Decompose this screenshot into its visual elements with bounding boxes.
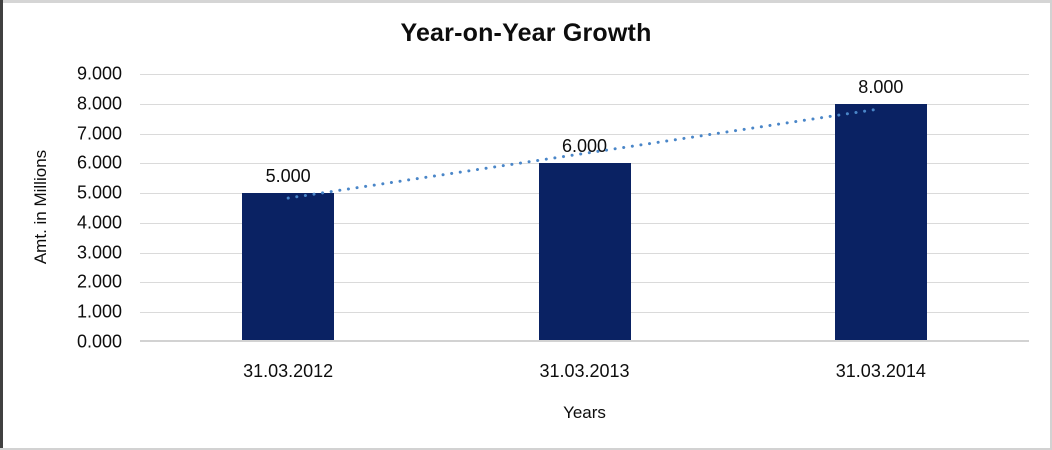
gridline (140, 103, 1029, 105)
x-axis-line (140, 340, 1029, 342)
y-tick-label: 5.000 (76, 182, 122, 203)
y-tick-label: 3.000 (76, 242, 122, 263)
frame-border-right (1050, 0, 1052, 450)
y-tick-label: 2.000 (76, 271, 122, 292)
trendline-path (286, 107, 883, 200)
x-tick-label: 31.03.2012 (243, 361, 334, 381)
gridline (140, 74, 1029, 75)
bar-value-label: 5.000 (265, 166, 311, 187)
frame-border-top (0, 0, 1052, 3)
y-tick-label: 1.000 (76, 301, 122, 322)
y-tick-label: 8.000 (76, 93, 122, 114)
y-tick-label: 4.000 (76, 212, 122, 233)
y-tick-label: 9.000 (76, 63, 122, 84)
frame-border-left (0, 0, 3, 450)
y-tick-label: 0.000 (76, 331, 122, 352)
chart-title: Year-on-Year Growth (400, 19, 652, 47)
x-axis-title: Years (563, 403, 606, 422)
bar-value-label: 8.000 (858, 76, 904, 97)
plot-area: 5.000 6.000 8.000 (140, 74, 1029, 342)
y-tick-label: 7.000 (76, 123, 122, 144)
bar (242, 193, 335, 340)
y-axis-title: Amt. in Millions (31, 149, 50, 265)
trendline (286, 107, 883, 200)
frame-border-bottom (0, 448, 1052, 450)
bar (538, 163, 631, 340)
x-tick-label: 31.03.2014 (835, 361, 926, 381)
x-tick-label: 31.03.2013 (539, 361, 630, 381)
bar (834, 103, 927, 340)
y-tick-label: 6.000 (76, 152, 122, 173)
gridline (140, 133, 1029, 135)
bar-value-label: 6.000 (561, 136, 608, 157)
